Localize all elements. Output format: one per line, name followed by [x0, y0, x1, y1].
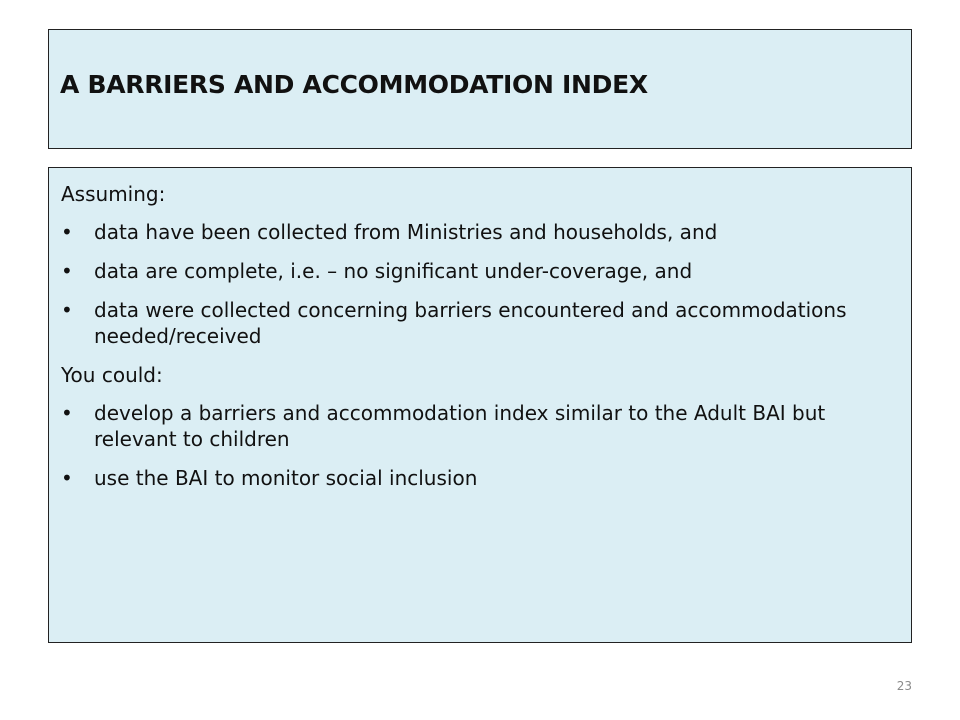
title-box: A BARRIERS AND ACCOMMODATION INDEX [48, 29, 912, 149]
section-intro-assuming: Assuming: [61, 182, 166, 206]
bullet-text: data were collected concerning barriers … [94, 298, 847, 348]
section-intro-you-could: You could: [61, 363, 163, 387]
bullet-text: data have been collected from Ministries… [94, 220, 718, 244]
bullet-text: use the BAI to monitor social inclusion [94, 466, 478, 490]
bullet-icon: • [61, 298, 73, 322]
bullet-text: develop a barriers and accommodation ind… [94, 401, 826, 451]
list-item: • data have been collected from Ministri… [61, 219, 895, 245]
bullet-text: data are complete, i.e. – no significant… [94, 259, 693, 283]
bullet-icon: • [61, 466, 73, 490]
bullet-icon: • [61, 259, 73, 283]
list-item: • data were collected concerning barrier… [61, 297, 895, 349]
list-item: • use the BAI to monitor social inclusio… [61, 465, 895, 491]
page-number: 23 [896, 679, 912, 693]
bullet-icon: • [61, 401, 73, 425]
bullet-list-you-could: • develop a barriers and accommodation i… [61, 400, 895, 491]
bullet-list-assuming: • data have been collected from Ministri… [61, 219, 895, 349]
bullet-icon: • [61, 220, 73, 244]
content-box: Assuming: • data have been collected fro… [48, 167, 912, 643]
list-item: • develop a barriers and accommodation i… [61, 400, 895, 452]
slide-title: A BARRIERS AND ACCOMMODATION INDEX [60, 70, 648, 99]
list-item: • data are complete, i.e. – no significa… [61, 258, 895, 284]
